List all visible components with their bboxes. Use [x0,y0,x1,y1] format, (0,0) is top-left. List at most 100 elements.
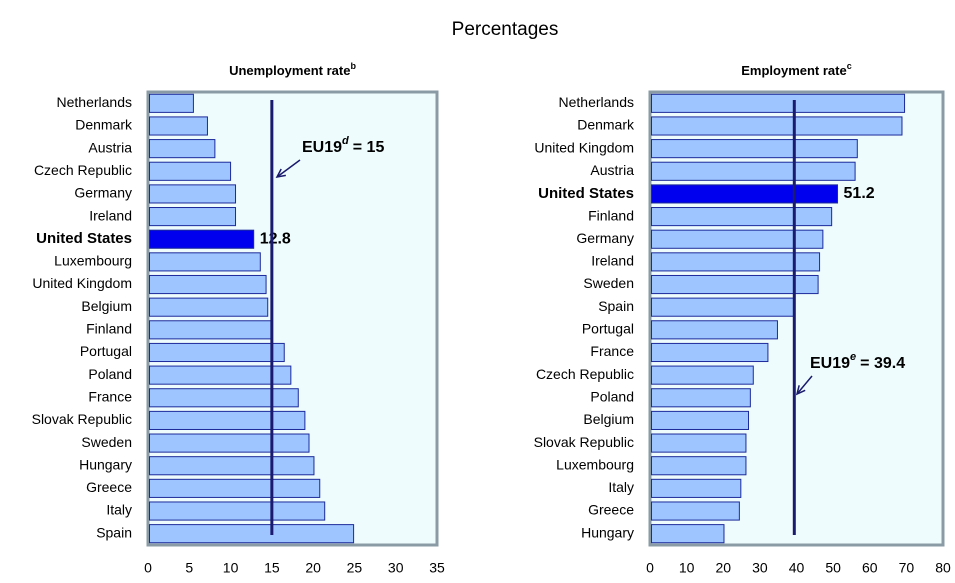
panel-title: Unemployment rateb [229,61,356,78]
annotation-arrow [276,159,301,178]
bar [149,456,315,476]
y-tick-label: United States [538,185,634,202]
y-tick-label: Finland [86,321,132,337]
plot-area [648,90,945,547]
reference-label: EU19e = 39.4 [810,351,905,372]
panel-title-text: Unemployment rate [229,63,350,78]
bar [149,501,326,521]
bar [149,229,255,249]
reference-label-text: EU19 [302,139,342,156]
x-tick-label: 0 [144,560,152,576]
y-tick-label: Ireland [591,253,634,269]
reference-label-superscript: e [850,351,856,363]
y-tick-label: Austria [590,162,634,178]
x-tick-label: 30 [388,560,404,576]
y-tick-label: Sweden [81,434,132,450]
x-tick-label: 10 [223,560,239,576]
y-tick-label: Italy [608,479,634,495]
x-tick-label: 0 [646,560,654,576]
y-tick-label: Belgium [583,411,634,427]
y-tick-label: Spain [96,524,132,540]
bar [149,342,285,363]
y-tick-label: Czech Republic [536,366,634,382]
bar [149,184,237,204]
bar [651,184,839,204]
x-tick-label: 5 [185,560,193,576]
panel-title-text: Employment rate [741,63,846,78]
x-tick-label: 40 [789,560,805,576]
panel-title: Employment ratec [741,61,852,78]
value-label: 12.8 [260,230,291,247]
y-tick-label: Netherlands [57,94,133,110]
plot-area [146,90,439,547]
bar [651,320,778,340]
y-tick-label: Poland [88,366,132,382]
x-tick-label: 20 [305,560,321,576]
y-tick-label: Luxembourg [556,456,634,472]
y-tick-label: Denmark [577,117,635,133]
reference-label-superscript: d [342,135,349,147]
bar [149,365,292,385]
bar [149,161,232,181]
bar [651,388,751,408]
annotation-arrowhead [275,168,286,179]
bar [149,297,269,317]
bar [651,410,750,430]
value-label: 51.2 [844,185,875,202]
bar [651,252,821,272]
bar [651,116,903,136]
y-tick-label: Luxembourg [54,253,132,269]
y-tick-label: Hungary [79,456,132,472]
y-tick-label: Portugal [80,343,132,359]
bar [651,207,833,227]
bar [149,320,273,340]
x-tick-label: 15 [264,560,280,576]
y-tick-label: Spain [598,298,634,314]
x-tick-label: 35 [429,560,445,576]
bar [149,207,237,227]
y-tick-label: Denmark [75,117,133,133]
y-tick-label: Austria [88,139,132,155]
y-tick-label: Finland [588,207,634,223]
y-tick-label: United States [36,230,132,247]
x-tick-label: 70 [899,560,915,576]
panel-title-superscript: c [847,61,852,71]
bar [149,478,321,498]
bar [651,501,740,521]
y-tick-label: France [590,343,634,359]
y-tick-label: Netherlands [559,94,635,110]
bar [651,297,795,317]
annotation-arrowhead [795,385,806,396]
x-tick-label: 20 [715,560,731,576]
y-tick-label: Czech Republic [34,162,132,178]
bar [651,161,856,181]
y-tick-label: Greece [588,502,634,518]
y-tick-label: Germany [576,230,634,246]
page-title: Percentages [452,19,559,40]
y-tick-label: Italy [106,502,132,518]
y-tick-label: Greece [86,479,132,495]
x-tick-label: 10 [679,560,695,576]
bar [651,139,858,159]
y-tick-label: United Kingdom [32,275,132,291]
bar [651,456,747,476]
bar [149,93,194,113]
x-tick-label: 30 [752,560,768,576]
y-tick-label: France [88,388,132,404]
panel-title-superscript: b [350,61,356,71]
bar [651,365,754,385]
bar [149,433,310,453]
reference-value-label: = 15 [353,139,385,156]
bar [149,524,355,544]
reference-label: EU19d = 15 [302,135,384,156]
reference-label-text: EU19 [810,355,850,372]
bar [651,478,742,498]
y-tick-label: Slovak Republic [534,434,634,450]
y-tick-label: Germany [74,185,132,201]
bar [651,342,769,363]
y-tick-label: Belgium [81,298,132,314]
bar [651,93,906,113]
bar [149,252,261,272]
y-tick-label: Poland [590,388,634,404]
